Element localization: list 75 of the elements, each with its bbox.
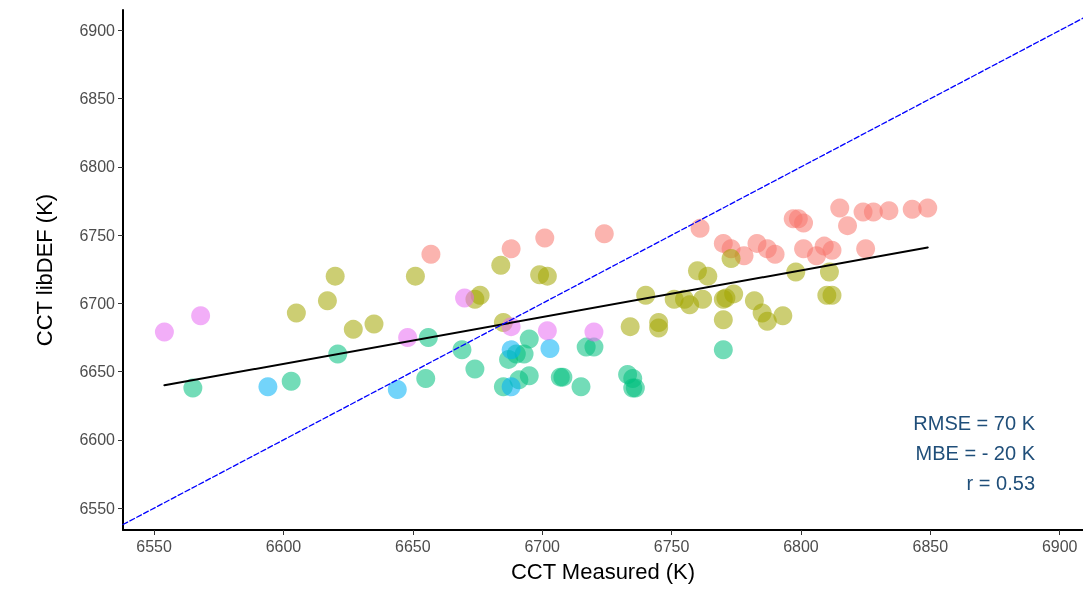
point bbox=[191, 306, 211, 326]
x-tick-label: 6600 bbox=[265, 537, 302, 555]
y-axis-title: CCT libDEF (K) bbox=[31, 193, 57, 347]
x-tick-label: 6750 bbox=[653, 537, 690, 555]
point bbox=[501, 340, 521, 360]
point bbox=[819, 262, 839, 282]
point bbox=[773, 306, 793, 326]
point bbox=[830, 198, 850, 218]
point bbox=[286, 303, 306, 323]
annotation: r = 0.53 bbox=[966, 472, 1036, 494]
point bbox=[724, 284, 744, 304]
point bbox=[571, 377, 591, 397]
y-tick-label: 6600 bbox=[79, 431, 116, 449]
point bbox=[343, 319, 363, 339]
point bbox=[519, 366, 539, 386]
point bbox=[902, 199, 922, 219]
x-tick-label: 6900 bbox=[1041, 537, 1078, 555]
point bbox=[879, 201, 899, 221]
annotation: MBE = - 20 K bbox=[915, 442, 1036, 464]
x-tick-label: 6700 bbox=[524, 537, 561, 555]
point bbox=[519, 329, 539, 349]
point bbox=[918, 198, 938, 218]
annotation: RMSE = 70 K bbox=[913, 412, 1036, 434]
y-tick-label: 6700 bbox=[79, 294, 116, 312]
point bbox=[501, 239, 521, 259]
point bbox=[465, 359, 485, 379]
point bbox=[325, 266, 345, 286]
point bbox=[540, 338, 560, 358]
point bbox=[258, 377, 278, 397]
point bbox=[455, 288, 475, 308]
point bbox=[535, 228, 555, 248]
point bbox=[721, 248, 741, 268]
point bbox=[281, 371, 301, 391]
point bbox=[421, 244, 441, 264]
x-tick-label: 6650 bbox=[395, 537, 431, 555]
point bbox=[693, 289, 713, 309]
x-tick-label: 6550 bbox=[136, 537, 172, 555]
x-axis-title: CCT Measured (K) bbox=[510, 558, 696, 584]
x-tick-label: 6850 bbox=[912, 537, 949, 555]
point bbox=[698, 266, 718, 286]
point bbox=[491, 255, 511, 275]
point bbox=[470, 285, 490, 305]
point bbox=[501, 377, 521, 397]
y-tick-label: 6750 bbox=[79, 226, 116, 244]
y-tick-label: 6900 bbox=[79, 21, 116, 39]
point bbox=[838, 216, 858, 236]
point bbox=[364, 314, 384, 334]
point bbox=[405, 266, 425, 286]
point bbox=[822, 240, 842, 260]
point bbox=[620, 317, 640, 337]
point bbox=[690, 218, 710, 238]
x-tick-label: 6800 bbox=[783, 537, 819, 555]
y-tick-label: 6800 bbox=[79, 158, 116, 176]
point bbox=[317, 291, 337, 311]
point bbox=[183, 378, 203, 398]
point bbox=[713, 310, 733, 330]
y-tick-label: 6650 bbox=[79, 363, 116, 381]
point bbox=[713, 340, 733, 360]
point bbox=[822, 285, 842, 305]
point bbox=[594, 224, 614, 244]
y-tick-label: 6550 bbox=[79, 499, 116, 517]
point bbox=[416, 369, 436, 388]
point bbox=[863, 202, 883, 222]
point bbox=[794, 213, 814, 233]
point bbox=[856, 239, 876, 259]
point bbox=[537, 321, 557, 341]
y-tick-label: 6850 bbox=[79, 90, 116, 108]
point bbox=[757, 311, 777, 331]
point bbox=[649, 318, 669, 338]
point bbox=[154, 322, 174, 342]
point bbox=[765, 244, 785, 264]
point bbox=[387, 379, 407, 399]
point bbox=[537, 266, 557, 286]
point bbox=[452, 340, 472, 360]
point bbox=[584, 322, 604, 342]
